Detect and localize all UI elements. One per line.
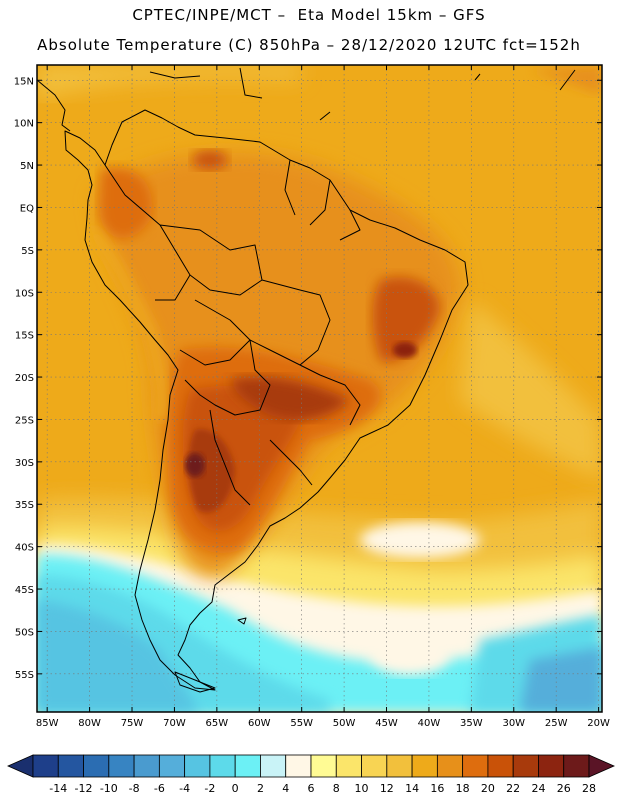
lon-label: 25W xyxy=(545,718,568,729)
colorbar-swatch xyxy=(260,754,287,778)
colorbar-swatch xyxy=(310,754,337,778)
tierra-del-fuego xyxy=(174,617,247,693)
colorbar-label: -14 xyxy=(49,782,67,795)
colorbar-swatch xyxy=(563,754,590,778)
colorbar-swatch xyxy=(462,754,489,778)
colorbar-swatch xyxy=(335,754,362,778)
lat-label: 10S xyxy=(15,288,34,299)
colorbar-label: -4 xyxy=(179,782,190,795)
colorbar-label: 8 xyxy=(333,782,340,795)
lat-label: 30S xyxy=(15,458,34,469)
colorbar-swatch xyxy=(184,754,211,778)
colorbar-swatch xyxy=(158,754,186,778)
map-coastlines xyxy=(37,67,576,693)
colorbar-swatch xyxy=(57,754,84,778)
colorbar-label: 24 xyxy=(531,782,545,795)
colorbar-swatch xyxy=(512,754,539,778)
lat-label: EQ xyxy=(20,203,34,214)
colorbar-label: 2 xyxy=(257,782,264,795)
colorbar-swatch xyxy=(361,754,388,778)
lat-label: 45S xyxy=(15,585,34,596)
lon-label: 60W xyxy=(248,718,271,729)
colorbar-label: -2 xyxy=(204,782,215,795)
central-america-caribbean xyxy=(37,67,576,132)
lat-label: 5N xyxy=(20,161,34,172)
lat-label: 40S xyxy=(15,543,34,554)
map-axes: 15N 10N 5N EQ 5S 10S 15S 20S 25S 30S 35S 40S 45S 50S 5… xyxy=(14,65,610,729)
colorbar-swatch xyxy=(234,754,261,778)
lon-label: 70W xyxy=(163,718,186,729)
colorbar-swatch xyxy=(133,754,160,778)
lat-label: 25S xyxy=(15,415,34,426)
colorbar-label: -10 xyxy=(100,782,118,795)
colorbar-label: -8 xyxy=(129,782,140,795)
colorbar: -14 -12 -10 -8 -6 -4 -2 0 2 4 6 8 10 12 14 16 18 20 22 24 26… xyxy=(7,754,615,795)
colorbar-label: 28 xyxy=(582,782,596,795)
colorbar-label: 12 xyxy=(380,782,394,795)
colorbar-swatch xyxy=(209,754,236,778)
chart-title-line1: CPTEC/INPE/MCT – Eta Model 15km – GFS xyxy=(132,6,486,24)
lon-label: 35W xyxy=(460,718,483,729)
lat-label: 55S xyxy=(15,670,34,681)
colorbar-label: 20 xyxy=(481,782,495,795)
colorbar-label: 14 xyxy=(405,782,419,795)
colorbar-min-arrow xyxy=(7,754,34,778)
colorbar-max-arrow xyxy=(588,754,615,778)
colorbar-swatch xyxy=(386,754,413,778)
south-america-coastline xyxy=(64,109,469,691)
lat-label: 50S xyxy=(15,627,34,638)
colorbar-label: 0 xyxy=(232,782,239,795)
colorbar-swatch xyxy=(285,754,312,778)
country-borders xyxy=(104,159,361,506)
colorbar-label: 26 xyxy=(557,782,571,795)
lon-label: 75W xyxy=(121,718,144,729)
lon-label: 30W xyxy=(502,718,525,729)
lat-label: 10N xyxy=(14,119,34,130)
temperature-field xyxy=(37,65,602,712)
lat-label: 15N xyxy=(14,76,34,87)
lon-label: 20W xyxy=(587,718,610,729)
colorbar-swatch xyxy=(411,754,438,778)
lon-label: 85W xyxy=(36,718,59,729)
lon-label: 50W xyxy=(333,718,356,729)
colorbar-label: 22 xyxy=(506,782,520,795)
colorbar-swatch xyxy=(436,754,464,778)
colorbar-label: 6 xyxy=(308,782,315,795)
colorbar-swatch xyxy=(538,754,565,778)
chart-title-line2: Absolute Temperature (C) 850hPa – 28/12/… xyxy=(37,36,581,54)
colorbar-label: 16 xyxy=(430,782,444,795)
colorbar-label: -6 xyxy=(154,782,165,795)
lon-label: 80W xyxy=(78,718,101,729)
colorbar-swatch xyxy=(487,754,514,778)
colorbar-swatch xyxy=(32,754,59,778)
lat-label: 15S xyxy=(15,331,34,342)
colorbar-label: -12 xyxy=(75,782,93,795)
colorbar-swatch xyxy=(83,754,110,778)
lon-label: 45W xyxy=(375,718,398,729)
colorbar-label: 10 xyxy=(355,782,369,795)
colorbar-label: 4 xyxy=(282,782,289,795)
lon-label: 65W xyxy=(206,718,229,729)
colorbar-swatch xyxy=(108,754,135,778)
map-frame xyxy=(36,64,603,713)
lat-label: 5S xyxy=(21,246,34,257)
colorbar-label: 18 xyxy=(456,782,470,795)
lat-label: 20S xyxy=(15,373,34,384)
lon-label: 40W xyxy=(418,718,441,729)
lon-label: 55W xyxy=(290,718,313,729)
lat-label: 35S xyxy=(15,500,34,511)
